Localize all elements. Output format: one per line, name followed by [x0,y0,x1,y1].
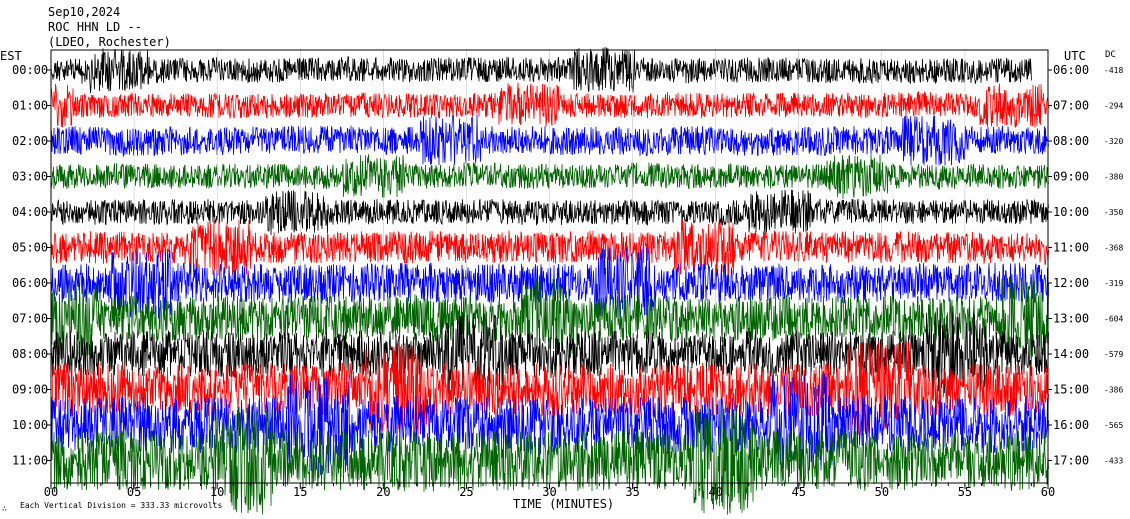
x-tick-label: 00 [44,485,58,499]
utc-label: 09:00 [1053,170,1089,184]
x-tick-label: 05 [127,485,141,499]
est-label: 04:00 [12,205,48,219]
x-axis-ticks: 00 05 10 15 20 25 30 35 40 45 50 55 60 [44,483,1055,499]
est-label: 09:00 [12,383,48,397]
x-tick-label: 25 [459,485,473,499]
est-label: 03:00 [12,170,48,184]
utc-label: 08:00 [1053,134,1089,148]
x-axis-label: TIME (MINUTES) [513,497,614,511]
est-label: 11:00 [12,454,48,468]
x-tick-label: 10 [210,485,224,499]
footnote-mark: ∴ [2,504,7,513]
utc-label: 14:00 [1053,347,1089,361]
left-timezone-label: EST [0,49,22,63]
header-date: Sep10,2024 [48,5,120,19]
dc-offset-label: -433 [1104,457,1123,466]
dc-offset-label: -380 [1104,173,1123,182]
utc-label: 15:00 [1053,383,1089,397]
header-network: (LDEO, Rochester) [48,35,171,49]
est-label: 02:00 [12,134,48,148]
utc-label: 10:00 [1053,205,1089,219]
x-tick-label: 60 [1041,485,1055,499]
dc-offset-label: -386 [1104,386,1123,395]
est-label: 05:00 [12,241,48,255]
est-label: 08:00 [12,347,48,361]
est-label: 10:00 [12,418,48,432]
dc-offset-label: -319 [1104,279,1123,288]
dc-offset-label: -294 [1104,102,1123,111]
x-tick-label: 20 [376,485,390,499]
dc-header-label: DC [1105,50,1116,60]
est-label: 00:00 [12,63,48,77]
dc-offset-label: -368 [1104,244,1123,253]
est-label: 06:00 [12,276,48,290]
x-tick-label: 15 [293,485,307,499]
dc-offset-label: -350 [1104,208,1123,217]
dc-offset-label: -565 [1104,421,1123,430]
est-label: 01:00 [12,99,48,113]
x-tick-label: 55 [958,485,972,499]
dc-offset-label: -320 [1104,137,1123,146]
x-tick-label: 50 [875,485,889,499]
dc-offset-label: -579 [1104,350,1123,359]
header-station: ROC HHN LD -- [48,20,142,34]
utc-label: 11:00 [1053,241,1089,255]
x-tick-label: 30 [542,485,556,499]
row-labels: 00:00 06:00 -418 01:00 07:00 -294 02:00 08:00 -3… [12,63,1123,468]
scale-footnote: Each Vertical Division = 333.33 microvol… [20,501,222,510]
trace-0000 [50,47,1032,94]
utc-label: 06:00 [1053,63,1089,77]
x-tick-label: 35 [625,485,639,499]
utc-label: 16:00 [1053,418,1089,432]
est-label: 07:00 [12,312,48,326]
dc-offset-label: -604 [1104,315,1123,324]
utc-label: 17:00 [1053,454,1089,468]
right-timezone-label: UTC [1064,49,1086,63]
utc-label: 13:00 [1053,312,1089,326]
x-tick-label: 40 [708,485,722,499]
dc-offset-label: -418 [1104,66,1123,75]
utc-label: 07:00 [1053,99,1089,113]
x-tick-label: 45 [792,485,806,499]
utc-label: 12:00 [1053,276,1089,290]
